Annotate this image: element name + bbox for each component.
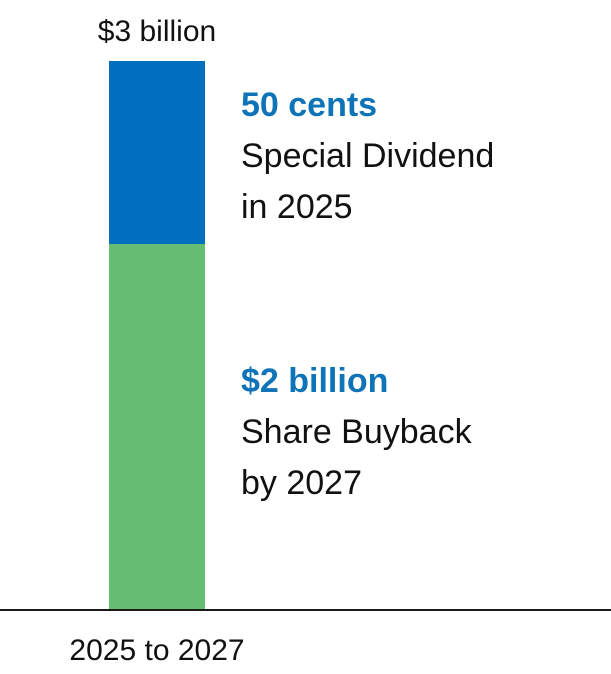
x-tick-label: 2025 to 2027 [69, 634, 244, 667]
bar-total-label: $3 billion [98, 15, 216, 48]
bar-segments [109, 61, 205, 610]
buyback-annotation: $2 billion Share Buyback by 2027 [241, 362, 473, 502]
dividend-value-label: 50 cents [241, 86, 377, 124]
buyback-desc-line-2: by 2027 [241, 464, 362, 502]
bar-segment-special-dividend [109, 61, 205, 244]
buyback-value-label: $2 billion [241, 362, 388, 400]
buyback-desc-line-1: Share Buyback [241, 413, 473, 451]
bar-segment-share-buyback [109, 244, 205, 610]
dividend-desc-line-2: in 2025 [241, 188, 353, 226]
dividend-annotation: 50 cents Special Dividend in 2025 [241, 86, 494, 226]
dividend-desc-line-1: Special Dividend [241, 137, 494, 175]
